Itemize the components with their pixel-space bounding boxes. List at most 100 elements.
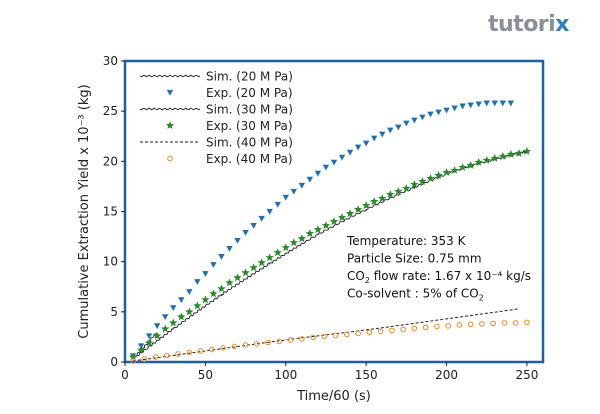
data-point xyxy=(389,327,395,334)
data-point xyxy=(128,352,138,361)
data-point xyxy=(321,333,328,340)
y-tick-label: 0 xyxy=(110,355,118,369)
data-point xyxy=(152,354,159,360)
data-point xyxy=(422,324,429,331)
data-point xyxy=(402,184,411,192)
data-point xyxy=(250,222,257,229)
data-point xyxy=(501,320,508,326)
data-point xyxy=(394,187,403,195)
data-point xyxy=(522,146,532,155)
axes-layer: 0 50 100 150 200 250 0 5 10 15 20 25 30 xyxy=(103,54,545,382)
data-point xyxy=(491,100,498,107)
series-layer xyxy=(128,100,532,364)
data-point xyxy=(289,238,298,247)
data-point xyxy=(276,338,283,345)
sim-line xyxy=(132,333,157,360)
data-point xyxy=(258,215,265,222)
data-point xyxy=(242,229,249,236)
data-point xyxy=(145,333,153,340)
data-point xyxy=(298,182,306,189)
data-point xyxy=(403,120,410,127)
legend: Sim. (20 M Pa) Exp. (20 M Pa) Sim. (30 M P… xyxy=(139,70,293,166)
data-point xyxy=(287,337,294,343)
data-point xyxy=(234,237,241,244)
data-point xyxy=(310,334,316,341)
legend-swatch xyxy=(166,89,174,96)
data-point xyxy=(456,322,463,328)
annotation-line: Particle Size: 0.75 mm xyxy=(347,252,482,266)
data-point xyxy=(498,151,507,160)
data-point xyxy=(490,320,496,327)
data-point xyxy=(164,352,170,359)
data-point xyxy=(305,229,315,238)
data-point xyxy=(474,157,483,166)
legend-swatch xyxy=(165,121,175,130)
data-point xyxy=(225,278,234,287)
data-point xyxy=(186,349,193,356)
y-tick-label: 20 xyxy=(103,154,118,168)
data-point xyxy=(306,176,314,183)
data-point xyxy=(475,101,482,108)
series-1 xyxy=(129,100,515,360)
legend-entry: Exp. (20 M Pa) xyxy=(206,86,293,100)
logo-text: tutori xyxy=(488,12,556,37)
data-point xyxy=(370,135,378,142)
data-point xyxy=(242,342,249,348)
data-point xyxy=(338,154,346,161)
data-point xyxy=(210,262,217,268)
legend-entry: Exp. (30 M Pa) xyxy=(206,119,293,133)
data-point xyxy=(266,208,273,215)
data-point xyxy=(445,323,451,329)
data-point xyxy=(209,346,215,353)
legend-entry: Sim. (20 M Pa) xyxy=(206,70,293,84)
data-point xyxy=(329,217,339,226)
data-point xyxy=(482,155,491,164)
data-point xyxy=(197,348,204,354)
legend-swatch xyxy=(139,107,201,111)
y-tick-label: 25 xyxy=(103,104,118,118)
data-point xyxy=(290,188,298,195)
data-point xyxy=(507,100,515,107)
annotation-line: Co-solvent : 5% of CO2 xyxy=(347,287,484,303)
data-point xyxy=(178,297,185,303)
data-point xyxy=(257,258,266,267)
data-point xyxy=(506,149,516,158)
data-point xyxy=(265,339,271,346)
data-point xyxy=(161,314,169,321)
legend-entry: Sim. (30 M Pa) xyxy=(206,103,293,117)
data-point xyxy=(490,153,499,162)
y-tick-label: 15 xyxy=(103,205,118,219)
data-point xyxy=(386,190,395,198)
data-point xyxy=(274,201,281,208)
data-point xyxy=(193,301,202,310)
data-point xyxy=(450,165,459,174)
y-tick-label: 30 xyxy=(103,54,118,68)
data-point xyxy=(185,307,194,316)
data-point xyxy=(458,162,467,171)
series-2 xyxy=(132,149,528,360)
data-point xyxy=(152,331,162,340)
data-point xyxy=(379,131,386,138)
data-point xyxy=(434,170,443,179)
data-point xyxy=(499,100,507,107)
data-point xyxy=(337,213,347,222)
data-point xyxy=(241,268,250,277)
data-point xyxy=(344,331,350,338)
data-point xyxy=(220,345,226,351)
data-point xyxy=(161,324,170,333)
data-point xyxy=(194,279,201,285)
data-point xyxy=(330,159,338,166)
data-point xyxy=(218,254,225,260)
data-point xyxy=(451,105,458,112)
y-axis-title: Cumulative Extraction Yield x 10⁻³ (kg) xyxy=(77,84,92,338)
data-point xyxy=(265,253,274,262)
annotation-box: Temperature: 353 K Particle Size: 0.75 mm… xyxy=(346,234,531,303)
data-point xyxy=(233,273,242,282)
data-point xyxy=(346,149,354,156)
data-point xyxy=(427,111,434,118)
sim-line xyxy=(132,149,528,360)
data-point xyxy=(362,140,370,147)
x-tick-label: 250 xyxy=(515,368,538,382)
data-point xyxy=(524,319,530,326)
